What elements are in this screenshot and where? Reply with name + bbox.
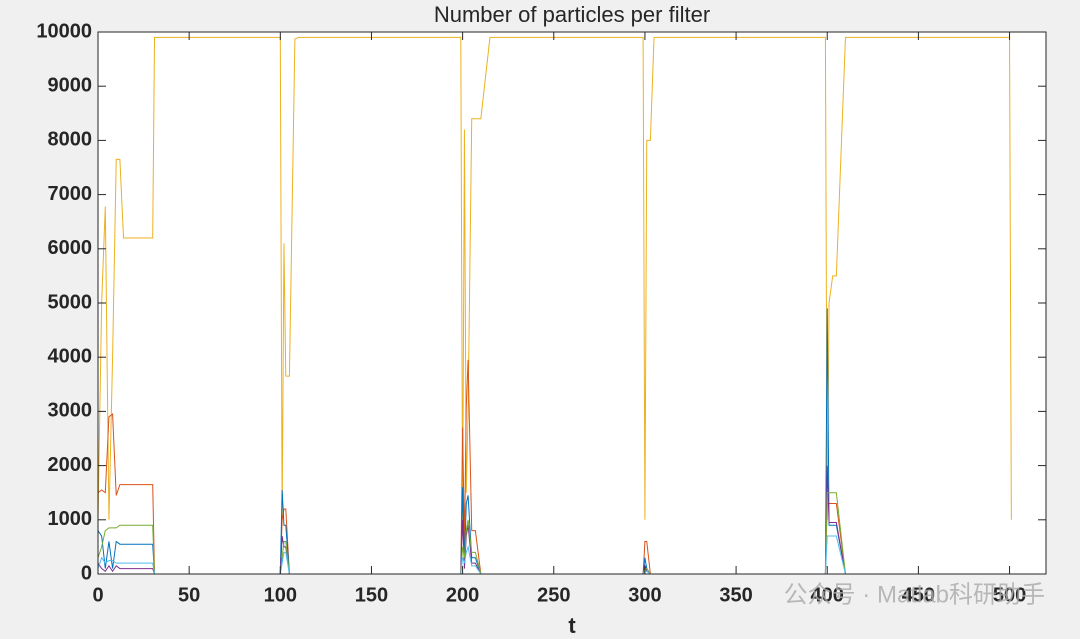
y-tick-label: 3000: [48, 400, 93, 422]
chart-title: Number of particles per filter: [434, 2, 710, 27]
x-tick-label: 300: [628, 584, 661, 606]
y-tick-label: 6000: [48, 237, 93, 259]
y-tick-label: 2000: [48, 454, 93, 476]
y-tick-label: 5000: [48, 291, 93, 313]
y-tick-label: 1000: [48, 508, 93, 530]
plot-area: [98, 32, 1046, 574]
x-tick-label: 200: [446, 584, 479, 606]
x-tick-label: 350: [719, 584, 752, 606]
x-tick-label: 100: [264, 584, 297, 606]
data-line: [97, 492, 1012, 575]
data-line: [97, 535, 1012, 575]
x-tick-label: 150: [355, 584, 388, 606]
x-tick-label: 50: [178, 584, 200, 606]
y-tick-label: 8000: [48, 129, 93, 151]
y-tick-label: 7000: [48, 183, 93, 205]
y-tick-label: 9000: [48, 74, 93, 96]
x-tick-label: 400: [811, 584, 844, 606]
watermark: 公众号 · Matlab科研助手: [784, 581, 1045, 608]
x-tick-label: 250: [537, 584, 570, 606]
x-tick-label: 0: [92, 584, 103, 606]
x-axis-label: t: [568, 613, 576, 638]
x-tick-label: 450: [902, 584, 935, 606]
y-tick-label: 0: [81, 562, 92, 584]
y-tick-label: 10000: [36, 20, 92, 42]
y-tick-label: 4000: [48, 345, 93, 367]
x-tick-label: 500: [993, 584, 1026, 606]
